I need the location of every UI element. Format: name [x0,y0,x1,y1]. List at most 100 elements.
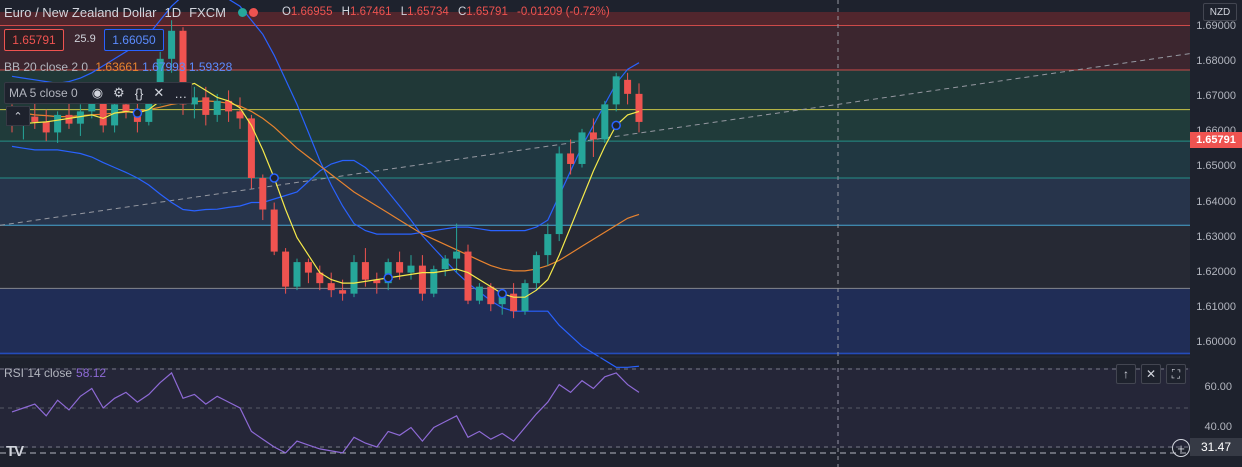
candle-body [270,209,278,252]
candle-body [293,262,301,287]
bb-lower-value: 1.59328 [188,60,233,74]
bb-lower-line [11,145,640,368]
bb-upper-value: 1.67993 [142,60,186,74]
currency-selector[interactable]: NZD [1203,3,1237,21]
ohlc-readout: O1.66955 H1.67461 L1.65734 C1.65791 -0.0… [282,6,616,18]
ohlc-close-key: C [457,6,467,18]
braces-icon[interactable]: {} [134,85,144,101]
price-tick: 1.62000 [1196,265,1236,278]
candle-body [578,132,586,164]
price-tick: 1.67000 [1196,90,1236,103]
ma-name: MA 5 close 0 [9,86,78,100]
rsi-name: RSI 14 close [4,366,73,380]
candle-body [122,104,130,112]
ohlc-open-value: 1.66955 [290,6,333,18]
candle-body [213,100,221,115]
ma-legend[interactable]: MA 5 close 0 ◉ ⚙ {} ✕ … [4,82,193,104]
ohlc-change-value: -0.01209 (-0.72%) [517,6,610,18]
candle-body [418,265,426,294]
candle-body [384,262,392,284]
ohlc-high-key: H [341,6,350,18]
rsi-line [11,371,640,454]
candle-body [225,100,233,112]
fib-zone [0,177,1190,226]
timeframe-label[interactable]: 1D [164,4,182,20]
candle-body [624,79,632,94]
candle-body [236,111,244,119]
candle-body [88,97,96,112]
candle-body [156,58,164,98]
symbol-header: Euro / New Zealand Dollar 1D FXCM O1.669… [4,3,616,21]
candle-body [544,234,552,256]
market-status[interactable] [237,7,258,17]
price-tick: 1.63000 [1196,230,1236,243]
price-axis[interactable] [1190,0,1242,467]
price-chart[interactable] [0,0,1190,467]
signal-marker [132,108,143,118]
candle-body [361,262,369,280]
expand-icon[interactable]: ⛶ [1166,364,1186,384]
bb-legend[interactable]: BB 20 close 2 0 1.63661 1.67993 1.59328 [4,60,232,74]
fib-zone [0,225,1190,289]
candle-body [555,153,563,235]
candle-body [282,251,290,287]
fib-zone [0,25,1190,71]
signal-marker [611,120,621,131]
candle-body [76,111,84,124]
bb-basis-value: 1.63661 [95,60,139,74]
candle-body [498,293,506,305]
more-icon[interactable]: … [174,85,188,101]
candle-body [532,255,540,284]
ohlc-low-key: L [400,6,408,18]
plus-circle-icon[interactable]: + [1172,439,1190,457]
rsi-value: 58.12 [76,366,107,380]
candle-body [589,132,597,140]
candle-body [487,286,495,305]
candle-body [441,258,449,270]
gear-icon[interactable]: ⚙ [113,85,125,100]
symbol-title[interactable]: Euro / New Zealand Dollar [4,4,157,20]
ohlc-low-value: 1.65734 [407,6,449,18]
candle-body [464,251,472,301]
signal-marker [497,288,507,299]
candle-body [339,290,347,294]
candle-body [168,30,176,59]
candle-body [247,118,255,178]
candle-body [54,114,62,133]
signal-marker [269,173,279,183]
rsi-legend[interactable]: RSI 14 close 58.12 [4,366,106,380]
eye-icon[interactable]: ◉ [91,85,104,100]
close-icon[interactable]: ✕ [1141,364,1161,384]
close-icon[interactable]: ✕ [153,85,165,100]
bb-upper-line [11,0,640,235]
candle-body [316,272,324,284]
sell-button[interactable]: 1.65791 [4,29,64,51]
chevron-up-icon[interactable]: ⌃ [6,106,30,126]
market-alert-dot-icon [248,7,258,17]
bb-name: BB 20 close 2 0 [4,60,89,74]
candle-body [396,262,404,273]
tradingview-logo[interactable]: TV [6,443,24,460]
candle-body [567,153,575,164]
candle-body [99,97,107,126]
current-price-tag: 1.65791 [1190,131,1242,148]
candle-body [510,293,518,312]
candle-body [612,76,620,105]
price-tick: 1.60000 [1196,335,1236,348]
buy-button[interactable]: 1.66050 [104,29,164,51]
price-tick: 1.69000 [1196,20,1236,33]
candle-body [190,97,198,105]
rsi-tick-40: 40.00 [1204,421,1232,433]
fib-zone [0,141,1190,178]
candle-body [407,265,415,273]
arrow-up-icon[interactable]: ↑ [1116,364,1136,384]
fib-zone [0,288,1190,354]
fib-zone [0,70,1190,110]
candle-body [42,121,50,133]
candle-body [635,93,643,122]
rsi-tick-60: 60.00 [1204,381,1232,393]
candle-body [430,269,438,294]
candle-body [327,283,335,291]
candle-body [475,286,483,301]
